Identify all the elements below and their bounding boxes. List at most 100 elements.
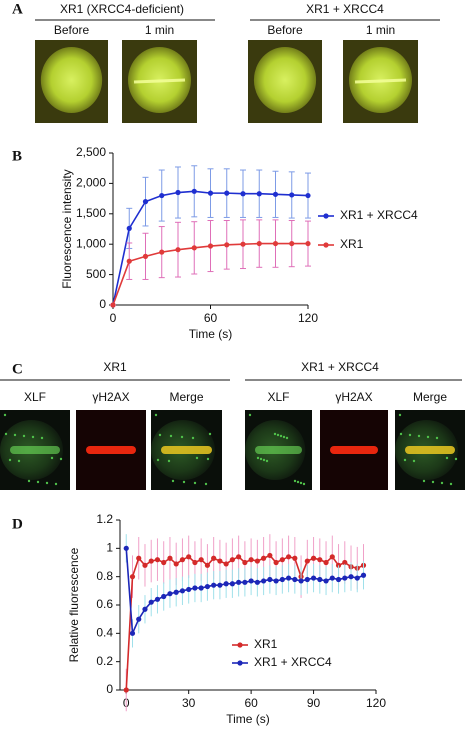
marker [191,188,197,194]
marker [242,579,248,585]
panel-label: D [12,516,23,532]
speckle [4,432,8,436]
marker [273,559,279,566]
marker [217,582,223,588]
marker [240,241,246,247]
marker [142,562,148,568]
damage-stripe [354,78,407,84]
stripe [86,446,136,454]
marker [272,240,279,247]
marker [261,578,267,584]
speckle [3,413,7,417]
y-tick-label: 2,000 [76,176,106,190]
speckle [276,433,280,437]
legend-label: XR1 + XRCC4 [340,208,418,222]
speckle [426,435,430,439]
marker [254,579,260,585]
marker [310,555,317,561]
marker [348,574,354,580]
marker [254,558,260,564]
marker [217,558,223,564]
marker [211,582,217,588]
marker [211,555,217,561]
group-title: XR1 [103,360,127,374]
speckle [399,432,403,436]
panel-label: B [12,148,22,164]
marker [256,191,262,197]
speckle [31,435,35,439]
speckle [417,434,421,438]
marker [186,554,192,560]
column-label: Merge [413,390,447,404]
legend-label: XR1 [340,237,364,251]
legend-marker [323,213,329,219]
speckle [296,480,300,484]
legend-label: XR1 + XRCC4 [254,655,332,669]
marker [342,559,348,566]
speckle [156,458,160,462]
y-tick-label: 2,500 [76,145,106,159]
marker [204,583,211,590]
marker [256,240,262,247]
marker [323,559,329,566]
marker [261,555,267,561]
marker [273,578,279,584]
speckle [398,413,402,417]
speckle [191,436,195,440]
panel-label: A [12,1,23,17]
marker [329,554,335,560]
marker [317,576,323,583]
marker [175,247,181,253]
marker [179,588,186,594]
column-label: γH2AX [335,390,372,404]
marker [142,199,149,205]
speckle [204,482,208,486]
marker [342,575,348,581]
marker [142,606,148,612]
marker [179,557,186,563]
column-label: XLF [24,390,46,404]
speckle [40,436,44,440]
marker [191,245,197,251]
marker [161,593,167,600]
stripe [405,446,455,454]
marker [267,552,273,559]
marker [175,189,181,196]
marker [173,589,179,595]
marker [279,557,285,563]
marker [223,561,229,567]
x-tick-label: 60 [244,696,258,710]
marker [289,192,295,198]
speckle [171,479,175,483]
speckle [408,433,412,437]
marker [126,225,132,231]
damage-stripe [133,78,186,84]
marker [198,585,204,591]
speckle [259,457,263,461]
y-tick-label: 1,000 [76,236,106,250]
y-tick-label: 0.4 [96,626,113,640]
speckle [195,456,199,460]
legend-marker [237,642,243,648]
marker [285,575,292,581]
marker [304,576,310,583]
y-tick-label: 0 [99,297,106,311]
stripe [255,446,302,454]
marker [148,558,154,564]
y-axis-title: Relative fluorescence [67,547,81,662]
speckle [431,480,435,484]
speckle [8,458,12,462]
column-label: 1 min [145,23,174,37]
x-tick-label: 60 [204,311,218,325]
marker [192,559,198,566]
speckle [180,435,184,439]
speckle [435,436,439,440]
marker [279,576,285,583]
marker [224,190,230,196]
speckle [449,482,453,486]
speckle [265,459,269,463]
marker [126,258,132,264]
speckle [285,436,289,440]
marker [329,575,335,581]
